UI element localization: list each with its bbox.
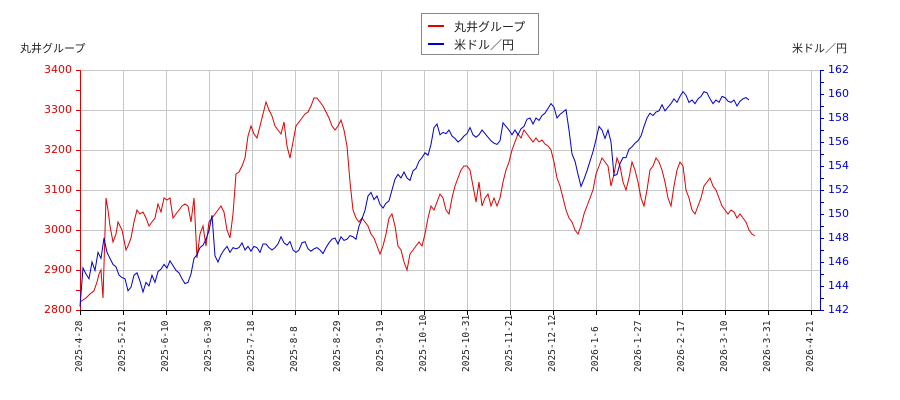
chart-legend: 丸井グループ 米ドル／円 xyxy=(421,13,539,55)
axes-lines xyxy=(76,70,824,315)
left-tick-label: 3300 xyxy=(44,103,72,116)
left-tick-label: 3200 xyxy=(44,143,72,156)
right-tick-label: 146 xyxy=(828,255,849,268)
right-tick-label: 160 xyxy=(828,87,849,100)
right-tick-label: 152 xyxy=(828,183,849,196)
left-tick-label: 2800 xyxy=(44,303,72,316)
series-line-usdjpy xyxy=(79,90,750,307)
left-tick-label: 3000 xyxy=(44,223,72,236)
right-tick-label: 162 xyxy=(828,63,849,76)
right-tick-label: 144 xyxy=(828,279,849,292)
right-tick-label: 148 xyxy=(828,231,849,244)
right-tick-label: 142 xyxy=(828,303,849,316)
series-line-marui xyxy=(79,97,756,303)
legend-item-usdjpy: 米ドル／円 xyxy=(428,36,514,52)
left-tick-label: 3100 xyxy=(44,183,72,196)
right-tick-label: 156 xyxy=(828,135,849,148)
left-tick-label: 2900 xyxy=(44,263,72,276)
legend-label-usdjpy: 米ドル／円 xyxy=(454,37,515,52)
left-axis-title: 丸井グループ xyxy=(20,42,86,55)
legend-swatch-red xyxy=(428,25,444,27)
legend-item-marui: 丸井グループ xyxy=(428,18,525,34)
right-axis-title: 米ドル／円 xyxy=(792,42,847,55)
right-tick-label: 158 xyxy=(828,111,849,124)
right-tick-label: 150 xyxy=(828,207,849,220)
right-tick-label: 154 xyxy=(828,159,849,172)
legend-swatch-blue xyxy=(428,43,444,45)
left-tick-label: 3400 xyxy=(44,63,72,76)
legend-label-marui: 丸井グループ xyxy=(454,19,526,34)
